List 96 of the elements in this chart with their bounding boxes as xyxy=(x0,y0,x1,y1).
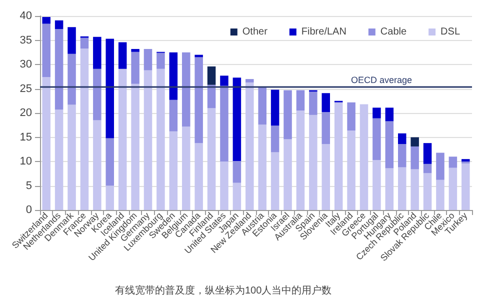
bar xyxy=(309,114,318,210)
ref-line-label: OECD average xyxy=(350,74,412,85)
y-tick-label: 30 xyxy=(20,58,32,70)
bar xyxy=(131,48,140,52)
bar xyxy=(42,77,50,210)
bar xyxy=(334,102,343,210)
bar xyxy=(169,100,178,132)
bar xyxy=(118,42,127,69)
bar xyxy=(436,180,444,210)
bar xyxy=(42,24,50,78)
bar xyxy=(54,110,64,210)
bar xyxy=(207,66,216,85)
bar xyxy=(246,82,254,210)
bar xyxy=(106,138,114,186)
bar xyxy=(270,90,280,126)
bar xyxy=(385,168,394,210)
y-tick-label: 10 xyxy=(20,156,32,168)
bar xyxy=(372,108,381,118)
y-tick-label: 35 xyxy=(20,34,32,46)
bar xyxy=(144,70,152,210)
bar xyxy=(448,168,458,210)
bar xyxy=(372,118,381,160)
bar xyxy=(284,90,292,140)
bar xyxy=(207,108,216,210)
bar xyxy=(118,68,127,210)
bar xyxy=(385,108,394,122)
bar xyxy=(156,68,165,210)
bar xyxy=(309,92,318,115)
bar xyxy=(398,133,406,144)
bar xyxy=(462,163,470,210)
bar xyxy=(220,162,228,210)
bar xyxy=(232,78,242,162)
bar xyxy=(270,152,280,210)
legend-label: Other xyxy=(242,26,268,38)
bar xyxy=(410,169,419,210)
bar xyxy=(436,152,444,180)
bar xyxy=(169,52,178,100)
bar xyxy=(270,126,280,152)
bar xyxy=(347,130,356,210)
bar xyxy=(68,27,76,54)
bar xyxy=(385,121,394,168)
bar xyxy=(54,29,64,110)
bar xyxy=(423,164,432,174)
bar xyxy=(423,173,432,210)
legend-label: Cable xyxy=(380,26,407,38)
bar xyxy=(296,90,305,111)
bar xyxy=(80,48,89,210)
y-tick-label: 20 xyxy=(20,107,32,119)
bar xyxy=(169,131,178,210)
legend-label: DSL xyxy=(440,26,460,38)
bar xyxy=(448,156,458,168)
bar xyxy=(296,110,305,210)
bar xyxy=(68,104,76,210)
bar xyxy=(182,126,190,210)
bar xyxy=(42,16,50,24)
bar xyxy=(398,167,406,210)
bar xyxy=(182,52,190,127)
bar xyxy=(246,79,254,82)
bar xyxy=(347,102,356,130)
bar xyxy=(232,161,242,183)
bar xyxy=(144,48,152,70)
bar xyxy=(372,160,381,210)
y-tick-label: 5 xyxy=(26,180,32,192)
bar xyxy=(220,76,228,86)
bar xyxy=(258,87,266,125)
y-tick-label: 40 xyxy=(20,10,32,22)
bar xyxy=(106,38,114,138)
bar xyxy=(322,112,330,144)
bar xyxy=(220,86,228,162)
bar xyxy=(54,20,64,30)
bar xyxy=(423,143,432,164)
bar xyxy=(284,139,292,210)
bar xyxy=(322,93,330,112)
bar xyxy=(232,182,242,210)
bar xyxy=(322,144,330,210)
text: 有线宽带的普及度，纵坐标为100人当中的用户数 xyxy=(115,284,332,296)
bar xyxy=(93,68,102,120)
bar xyxy=(258,124,266,210)
bar xyxy=(410,146,419,170)
legend-label: Fibre/LAN xyxy=(301,26,346,38)
bar xyxy=(93,120,102,210)
bar xyxy=(106,186,114,210)
bar xyxy=(93,36,102,69)
y-tick-label: 25 xyxy=(20,82,32,95)
bar xyxy=(360,104,368,210)
bar xyxy=(80,38,89,48)
bar xyxy=(410,137,419,146)
y-tick-label: 0 xyxy=(26,204,32,216)
bar xyxy=(131,84,140,210)
y-tick-label: 15 xyxy=(20,131,32,144)
bar xyxy=(398,144,406,168)
bar xyxy=(194,143,203,210)
bar xyxy=(68,54,76,105)
bar xyxy=(156,52,165,69)
bar xyxy=(131,52,140,84)
bar xyxy=(194,57,203,144)
